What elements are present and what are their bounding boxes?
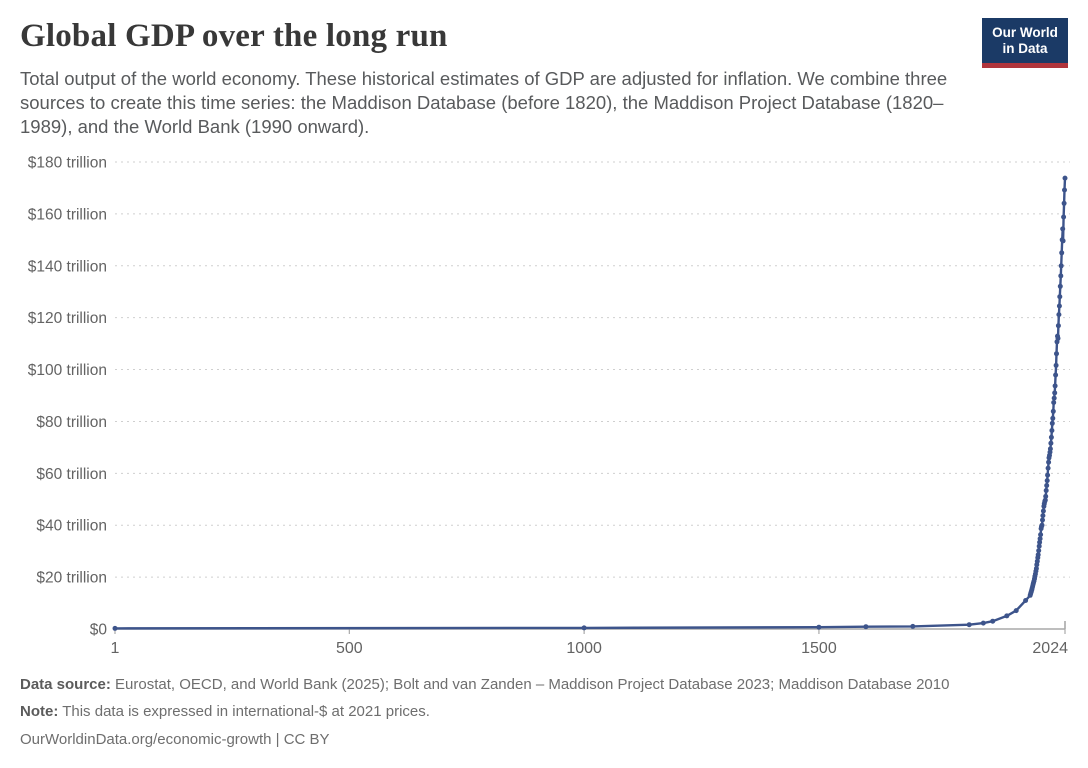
data-point-marker xyxy=(1036,543,1042,549)
x-tick-label: 2024 xyxy=(1032,640,1068,657)
data-point-marker xyxy=(1059,250,1065,256)
gdp-series-line xyxy=(113,176,1067,630)
data-point-marker xyxy=(1060,238,1066,244)
owid-link[interactable]: OurWorldinData.org/economic-growth | CC … xyxy=(20,730,330,748)
data-point-marker xyxy=(966,622,972,628)
y-tick-label: $100 trillion xyxy=(28,362,107,379)
data-point-marker xyxy=(1055,335,1061,341)
data-point-marker xyxy=(1052,390,1058,396)
y-tick-label: $20 trillion xyxy=(36,570,107,587)
data-point-marker xyxy=(1045,472,1051,478)
data-point-marker xyxy=(1061,200,1067,206)
data-point-marker xyxy=(1051,400,1057,405)
data-point-marker xyxy=(1043,493,1049,499)
data-point-marker xyxy=(1039,522,1045,528)
data-point-marker xyxy=(910,623,916,629)
data-point-marker xyxy=(1060,226,1066,232)
y-tick-label: $180 trillion xyxy=(28,155,107,172)
data-point-marker xyxy=(1040,517,1045,523)
data-point-marker xyxy=(1038,532,1044,538)
note-line: Note: This data is expressed in internat… xyxy=(20,703,1068,722)
data-point-marker xyxy=(1049,420,1055,426)
data-point-marker xyxy=(816,624,822,630)
data-point-marker xyxy=(1047,446,1053,452)
data-source-text: Eurostat, OECD, and World Bank (2025); B… xyxy=(110,676,950,693)
data-point-marker xyxy=(1056,303,1062,309)
data-point-marker xyxy=(1004,613,1010,619)
data-point-marker xyxy=(112,625,118,631)
data-point-marker xyxy=(1049,428,1055,433)
y-tick-label: $80 trillion xyxy=(36,414,107,431)
data-point-marker xyxy=(1061,214,1067,220)
data-point-marker xyxy=(1048,440,1054,446)
data-point-marker xyxy=(1058,273,1064,279)
data-point-marker xyxy=(1037,536,1043,542)
data-point-marker xyxy=(1044,483,1050,488)
data-point-marker xyxy=(1058,263,1064,269)
data-point-marker xyxy=(1051,395,1057,401)
data-point-marker xyxy=(1048,434,1054,440)
note-text: This data is expressed in international-… xyxy=(58,703,430,721)
data-point-marker xyxy=(1057,283,1063,289)
data-source-label: Data source: xyxy=(20,676,111,693)
y-tick-label: $140 trillion xyxy=(28,258,107,275)
data-point-marker xyxy=(1053,372,1059,378)
data-point-marker xyxy=(1050,408,1056,414)
owid-logo-line1: Our World xyxy=(992,25,1058,40)
data-point-marker xyxy=(1045,465,1051,471)
y-tick-label: $160 trillion xyxy=(28,206,107,223)
data-point-marker xyxy=(1052,383,1058,389)
x-tick-label: 500 xyxy=(336,640,363,657)
owid-logo[interactable]: Our World in Data xyxy=(982,18,1068,68)
data-point-marker xyxy=(1062,187,1067,193)
data-point-marker xyxy=(581,625,587,631)
data-point-marker xyxy=(1040,513,1046,519)
data-point-marker xyxy=(1055,323,1061,329)
data-point-marker xyxy=(1043,488,1049,493)
data-point-marker xyxy=(1040,508,1046,514)
data-point-marker xyxy=(1023,598,1029,603)
data-source-line: Data source: Eurostat, OECD, and World B… xyxy=(20,676,1068,695)
data-point-marker xyxy=(1056,312,1062,318)
data-point-marker xyxy=(1013,608,1019,614)
license-line: OurWorldinData.org/economic-growth | CC … xyxy=(20,731,1068,750)
x-tick-label: 1 xyxy=(111,640,120,657)
y-tick-label: $40 trillion xyxy=(36,518,107,535)
data-point-marker xyxy=(863,624,869,630)
y-tick-label: $0 xyxy=(90,622,108,639)
data-point-marker xyxy=(1053,362,1059,368)
y-tick-label: $120 trillion xyxy=(28,310,107,327)
data-point-marker xyxy=(990,618,996,624)
note-label: Note: xyxy=(20,703,59,721)
data-point-marker xyxy=(980,620,986,626)
chart-footer: Data source: Eurostat, OECD, and World B… xyxy=(20,676,1068,758)
page-title: Global GDP over the long run xyxy=(20,18,448,54)
chart-subtitle: Total output of the world economy. These… xyxy=(20,68,948,138)
owid-logo-line2: in Data xyxy=(1002,40,1048,56)
x-tick-label: 1500 xyxy=(801,640,837,657)
data-point-marker xyxy=(1046,459,1052,465)
data-point-marker xyxy=(1042,497,1048,503)
gdp-line-chart[interactable]: $0 $20 trillion $40 trillion $60 trillion $8… xyxy=(0,150,1088,672)
y-tick-label: $60 trillion xyxy=(36,466,107,483)
data-point-marker xyxy=(1044,478,1050,484)
x-tick-label: 1000 xyxy=(566,640,602,657)
chart-header: Global GDP over the long run Total outpu… xyxy=(20,18,1068,139)
data-point-marker xyxy=(1035,552,1041,558)
data-point-marker xyxy=(1054,351,1059,357)
data-point-marker xyxy=(1050,415,1056,421)
data-point-marker xyxy=(1057,294,1063,300)
data-point-marker xyxy=(1036,548,1042,554)
data-point-marker xyxy=(1062,175,1068,181)
chart-area: $0 $20 trillion $40 trillion $60 trillion $8… xyxy=(0,150,1088,672)
data-point-marker xyxy=(1033,566,1039,571)
